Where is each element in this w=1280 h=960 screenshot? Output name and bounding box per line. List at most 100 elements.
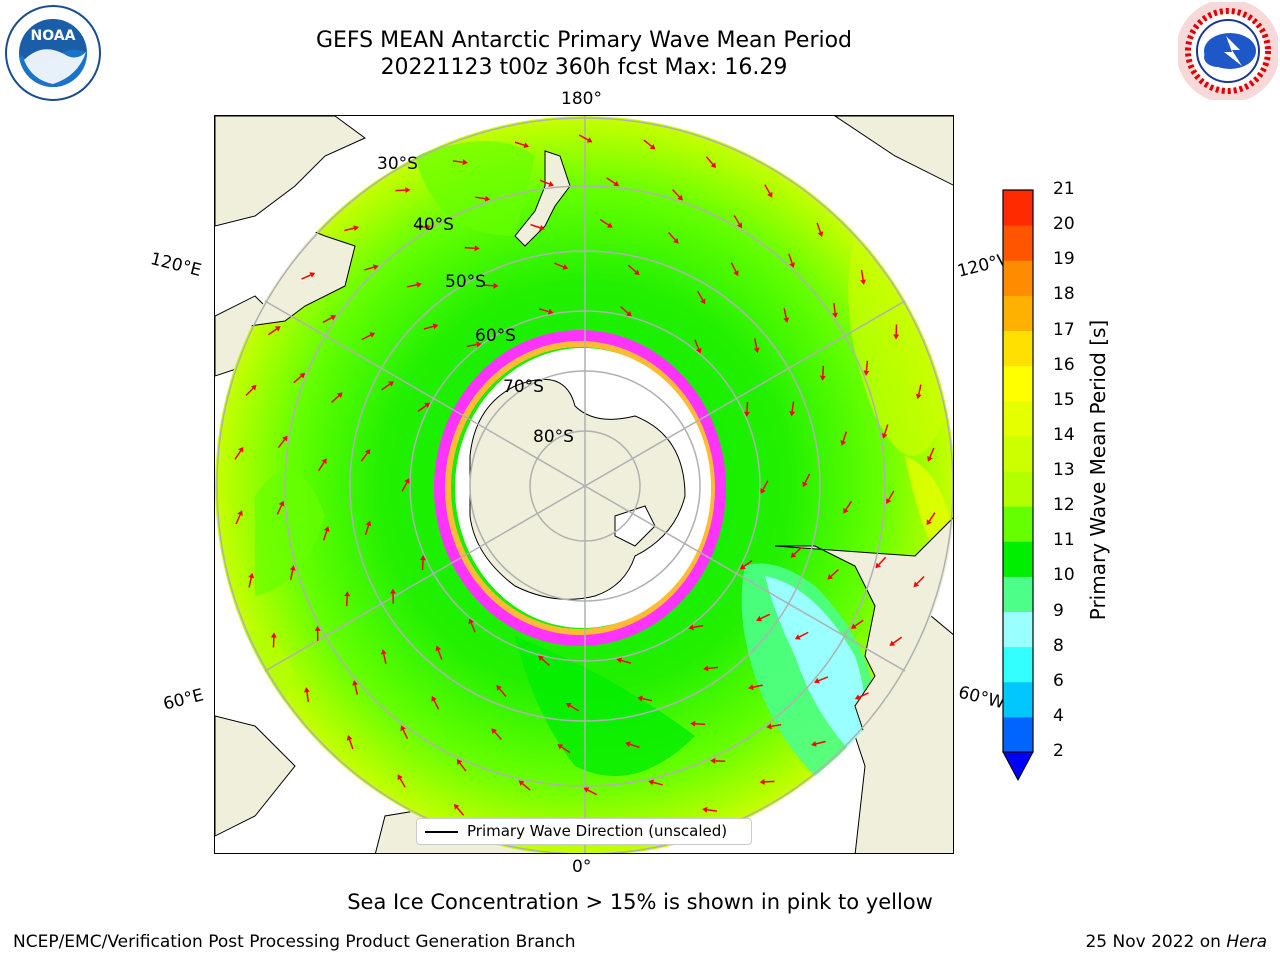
wave-arrow <box>301 272 316 280</box>
lat-label-40s: 40°S <box>413 215 454 235</box>
wave-arrow <box>783 308 790 323</box>
colorbar-tick-label: 13 <box>1053 460 1075 480</box>
footer-credit: NCEP/EMC/Verification Post Processing Pr… <box>13 932 576 952</box>
colorbar-tick-label: 4 <box>1053 705 1064 726</box>
wave-arrow <box>557 744 571 754</box>
legend-entry: Primary Wave Direction (unscaled) <box>467 822 728 840</box>
colorbar-band <box>1003 716 1033 753</box>
wave-arrow <box>554 262 569 270</box>
wave-arrow <box>733 215 743 229</box>
wave-arrow <box>875 556 887 569</box>
wave-arrow <box>331 392 343 403</box>
footer-machine: Hera <box>1226 932 1267 952</box>
wave-arrow <box>697 290 706 305</box>
wave-arrow <box>766 723 782 730</box>
wave-arrow <box>583 787 598 796</box>
wave-arrow <box>889 636 903 646</box>
wave-arrow <box>322 315 337 324</box>
colorbar-band <box>1003 260 1033 296</box>
wave-arrow <box>863 360 870 376</box>
colorbar-band <box>1003 646 1033 683</box>
wave-arrow <box>759 778 775 785</box>
colorbar-band <box>1003 400 1033 437</box>
wave-arrow <box>790 546 802 558</box>
wave-arrow <box>435 645 443 660</box>
colorbar-tick-label: 10 <box>1053 565 1075 586</box>
wave-arrow <box>364 520 372 536</box>
wave-arrow <box>843 500 853 514</box>
wave-arrow <box>819 365 826 381</box>
wave-arrow <box>802 473 811 488</box>
lat-label-70s: 70°S <box>503 377 544 397</box>
wave-arrow <box>361 332 376 341</box>
wave-arrow <box>248 572 255 588</box>
map-legend: Primary Wave Direction (unscaled) <box>416 818 752 845</box>
colorbar-band <box>1003 435 1033 472</box>
wave-arrow <box>293 372 306 384</box>
wave-arrow <box>431 695 440 710</box>
wave-arrow <box>616 657 632 664</box>
wave-arrow <box>344 591 351 607</box>
wave-arrow <box>703 665 719 672</box>
wave-arrow <box>813 676 829 684</box>
wave-arrow <box>468 618 476 633</box>
wave-arrow <box>886 490 895 504</box>
colorbar-tick-label: 15 <box>1053 389 1075 410</box>
wave-arrow <box>816 222 824 238</box>
wave-arrow <box>397 774 406 788</box>
wave-arrow <box>648 779 663 786</box>
wave-arrow <box>599 218 613 228</box>
colorbar-tick-label: 8 <box>1053 635 1064 656</box>
colorbar-band <box>1003 225 1033 261</box>
wave-arrow <box>475 195 491 202</box>
wave-arrow <box>710 757 726 764</box>
noaa-logo-icon: NOAA <box>5 5 101 101</box>
wave-arrow <box>483 282 499 289</box>
colorbar-tick-label: 11 <box>1053 530 1075 551</box>
wave-arrow <box>415 223 431 230</box>
wave-arrow <box>456 759 467 772</box>
nws-logo-icon <box>1178 2 1278 100</box>
colorbar-band <box>1003 576 1033 612</box>
wave-arrow <box>235 510 243 525</box>
wave-arrow <box>702 806 718 813</box>
wave-arrow <box>364 264 379 271</box>
wave-arrow <box>277 435 288 449</box>
wave-arrow <box>620 305 632 317</box>
wave-arrow <box>671 189 683 201</box>
legend-line-swatch <box>425 831 458 833</box>
wave-arrow <box>466 341 482 348</box>
colorbar-label: Primary Wave Mean Period [s] <box>1086 319 1110 621</box>
wave-arrow <box>322 526 330 541</box>
wave-arrow <box>915 384 922 400</box>
noaa-logo-text: NOAA <box>31 28 76 44</box>
wave-arrow <box>407 281 422 288</box>
wave-arrow <box>360 448 371 462</box>
colorbar-band <box>1003 611 1033 648</box>
chart-title: GEFS MEAN Antarctic Primary Wave Mean Pe… <box>315 28 853 53</box>
wave-arrow <box>625 741 640 749</box>
new-zealand <box>514 150 571 247</box>
wave-arrow <box>753 338 760 354</box>
wave-arrow <box>811 740 826 747</box>
wave-arrow <box>764 184 773 198</box>
wave-arrow <box>496 684 507 698</box>
colorbar-tick-label: 2 <box>1053 741 1064 761</box>
wave-arrow <box>346 734 354 750</box>
wave-arrow <box>452 159 468 166</box>
wave-arrow <box>538 308 554 315</box>
colorbar-tick-label: 16 <box>1053 354 1075 375</box>
lat-label-50s: 50°S <box>445 272 486 292</box>
wave-arrow <box>748 684 763 691</box>
wave-arrow <box>518 780 531 791</box>
wave-arrow <box>927 447 935 462</box>
colorbar-tick-label: 9 <box>1053 600 1064 621</box>
colorbar-tick-label: 17 <box>1053 319 1075 340</box>
wave-arrow <box>788 253 795 269</box>
wave-arrow <box>606 177 620 187</box>
colorbar-under-triangle <box>1002 751 1034 782</box>
wave-arrow <box>344 225 359 232</box>
wave-arrow <box>860 269 867 285</box>
wave-arrow <box>881 424 889 439</box>
wave-arrow <box>303 687 310 703</box>
